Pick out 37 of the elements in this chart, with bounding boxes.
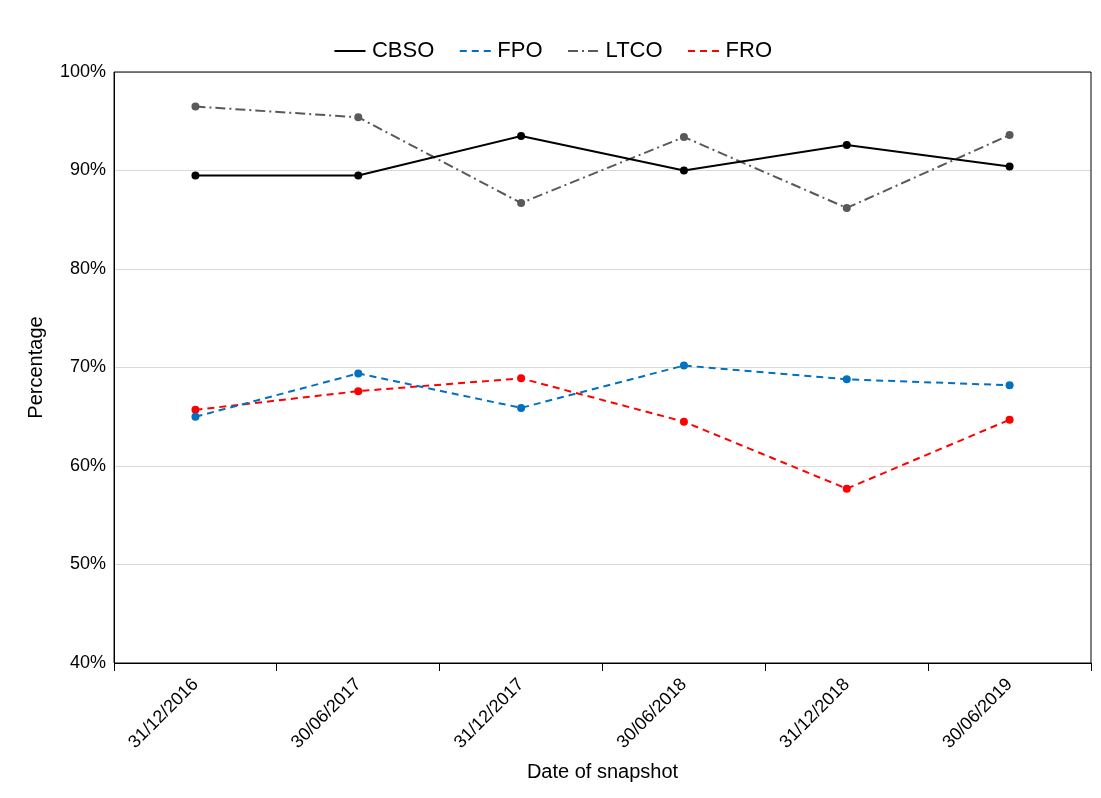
point	[679, 361, 688, 370]
point	[1005, 381, 1014, 390]
point	[517, 199, 526, 208]
point	[1005, 131, 1014, 140]
y-tick-label: 40%	[70, 651, 107, 672]
point	[517, 403, 526, 412]
point	[191, 171, 200, 180]
point	[679, 133, 688, 142]
point	[354, 171, 363, 180]
point	[1005, 415, 1014, 424]
y-tick-label: 60%	[70, 454, 107, 475]
point	[354, 387, 363, 396]
point	[191, 102, 200, 111]
point	[1005, 162, 1014, 171]
legend-label: FRO	[725, 37, 773, 63]
point	[679, 417, 688, 426]
point	[354, 113, 363, 122]
point	[354, 369, 363, 378]
legend-label: LTCO	[605, 37, 663, 63]
x-axis-title: Date of snapshot	[526, 759, 679, 782]
y-tick-label: 90%	[70, 159, 107, 180]
y-tick-label: 50%	[70, 553, 107, 574]
legend-label: CBSO	[371, 37, 435, 63]
point	[842, 140, 851, 149]
point	[842, 484, 851, 493]
y-axis-title: Percentage	[23, 316, 46, 419]
y-tick-label: 80%	[70, 257, 107, 278]
point	[842, 375, 851, 384]
point	[191, 412, 200, 421]
legend-label: FPO	[497, 37, 543, 63]
y-tick-label: 100%	[59, 60, 107, 81]
y-tick-label: 70%	[70, 356, 107, 377]
point	[191, 405, 200, 414]
point	[517, 132, 526, 141]
point	[517, 374, 526, 383]
point	[679, 166, 688, 175]
point	[842, 203, 851, 212]
